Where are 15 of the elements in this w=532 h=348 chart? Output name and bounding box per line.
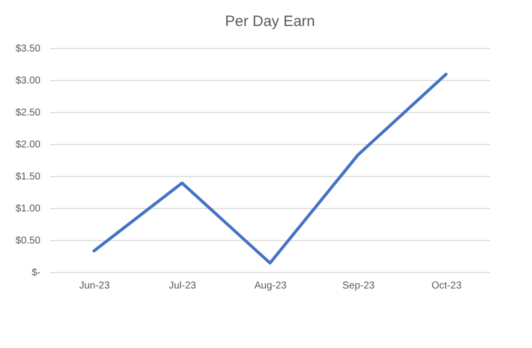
x-tick-label: Sep-23 <box>342 280 376 292</box>
x-tick-label: Jul-23 <box>168 280 197 292</box>
x-tick-label: Jun-23 <box>79 280 110 292</box>
y-tick-label: $3.50 <box>15 44 41 54</box>
chart-title: Per Day Earn <box>224 13 316 30</box>
x-tick-label: Oct-23 <box>431 280 462 292</box>
y-tick-label: $- <box>32 268 40 278</box>
y-tick-label: $0.50 <box>15 236 41 246</box>
y-tick-label: $2.00 <box>15 140 41 150</box>
x-tick-label: Aug-23 <box>254 280 288 292</box>
y-tick-label: $2.50 <box>15 108 41 118</box>
y-tick-label: $1.50 <box>15 172 41 182</box>
y-tick-label: $3.00 <box>15 76 41 86</box>
y-tick-label: $1.00 <box>15 204 41 214</box>
line-series <box>92 72 448 265</box>
